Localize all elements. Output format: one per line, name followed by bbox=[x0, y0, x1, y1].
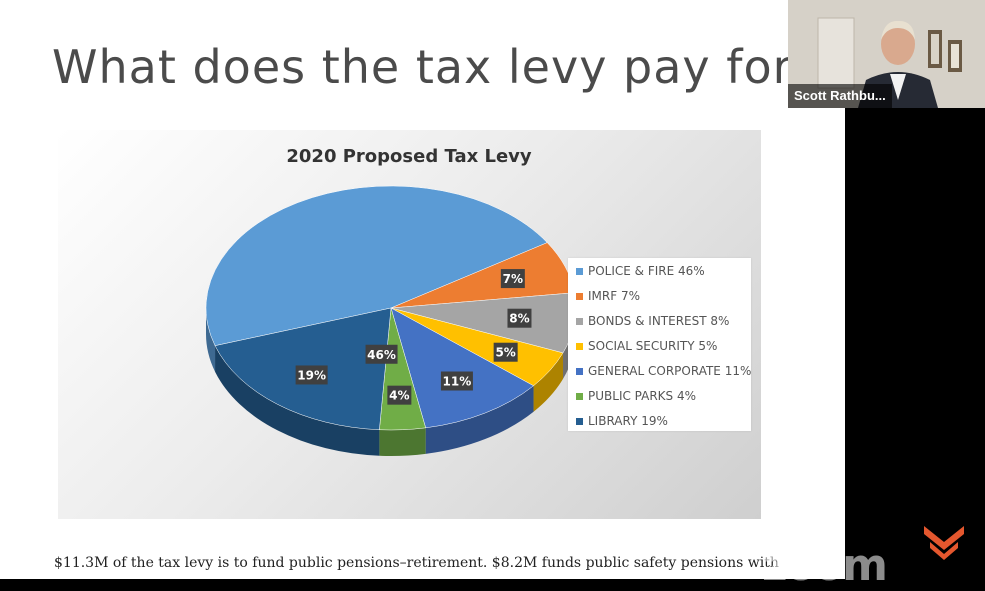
zoom-watermark: zoom bbox=[762, 540, 888, 591]
pie-data-label-public-parks: 4% bbox=[387, 385, 412, 405]
slide-title: What does the tax levy pay for? bbox=[52, 40, 818, 94]
pie-data-label-imrf: 7% bbox=[500, 269, 525, 289]
participant-video[interactable]: Scott Rathbu... bbox=[788, 0, 985, 108]
data-label-text: 11% bbox=[443, 375, 472, 389]
data-label-text: 7% bbox=[503, 272, 523, 286]
legend-swatch bbox=[576, 267, 583, 275]
pie-chart: 2020 Proposed Tax Levy 46% 7% 8% 5% 11% 4% 19%… bbox=[58, 130, 761, 519]
data-label-box bbox=[493, 342, 518, 362]
legend-item-imrf: IMRF 7% bbox=[576, 288, 640, 304]
data-label-box bbox=[365, 344, 398, 364]
participant-name: Scott Rathbu... bbox=[788, 84, 892, 108]
pie-data-label-social-security: 5% bbox=[493, 342, 518, 362]
legend-label: SOCIAL SECURITY 5% bbox=[588, 339, 718, 353]
legend-swatch bbox=[576, 367, 583, 375]
data-label-box bbox=[440, 371, 473, 391]
legend-item-bonds-interest: BONDS & INTEREST 8% bbox=[576, 313, 729, 329]
brand-logo-icon bbox=[924, 526, 964, 560]
legend-item-library: LIBRARY 19% bbox=[576, 413, 668, 429]
legend-label: BONDS & INTEREST 8% bbox=[588, 314, 730, 328]
legend-item-police-fire: POLICE & FIRE 46% bbox=[576, 263, 705, 279]
legend-label: POLICE & FIRE 46% bbox=[588, 264, 705, 278]
participant-video-image bbox=[788, 0, 985, 108]
chart-title: 2020 Proposed Tax Levy bbox=[286, 146, 532, 167]
legend-label: PUBLIC PARKS 4% bbox=[588, 389, 697, 403]
pie-data-label-bonds-interest: 8% bbox=[507, 308, 532, 328]
legend-swatch bbox=[576, 392, 583, 400]
legend-swatch bbox=[576, 317, 583, 325]
pie-side-general-corporate bbox=[425, 385, 534, 454]
pie-side-library bbox=[215, 345, 380, 456]
legend-item-social-security: SOCIAL SECURITY 5% bbox=[576, 338, 717, 354]
pie-chart-svg: 2020 Proposed Tax Levy 46% 7% 8% 5% 11% 4% 19% bbox=[205, 146, 577, 456]
legend-swatch bbox=[576, 417, 583, 425]
pie-slice-police-fire bbox=[205, 185, 548, 346]
data-label-text: 19% bbox=[297, 368, 326, 382]
data-label-text: 5% bbox=[495, 346, 515, 360]
legend-item-public-parks: PUBLIC PARKS 4% bbox=[576, 388, 696, 404]
legend-swatch bbox=[576, 292, 583, 300]
pie-side-police-fire bbox=[206, 308, 216, 372]
pie-slice-general-corporate bbox=[390, 307, 534, 429]
presentation-slide: What does the tax levy pay for? 2020 Pro… bbox=[0, 0, 845, 579]
legend-label: LIBRARY 19% bbox=[588, 414, 668, 428]
pie-data-label-library: 19% bbox=[295, 365, 328, 385]
data-label-box bbox=[295, 365, 328, 385]
data-label-text: 8% bbox=[509, 312, 529, 326]
data-label-box bbox=[387, 385, 412, 405]
data-label-text: 4% bbox=[389, 389, 409, 403]
legend-label: IMRF 7% bbox=[588, 289, 640, 303]
data-label-box bbox=[500, 269, 525, 289]
pie-side-public-parks bbox=[379, 427, 426, 456]
data-label-text: 46% bbox=[367, 348, 396, 362]
pie-data-label-police-fire: 46% bbox=[365, 344, 398, 364]
chart-legend: POLICE & FIRE 46% IMRF 7% BONDS & INTERE… bbox=[568, 258, 751, 431]
legend-item-general-corporate: GENERAL CORPORATE 11% bbox=[576, 363, 751, 379]
legend-label: GENERAL CORPORATE 11% bbox=[588, 364, 752, 378]
pie-data-label-general-corporate: 11% bbox=[440, 371, 473, 391]
slide-caption: $11.3M of the tax levy is to fund public… bbox=[54, 555, 779, 571]
pie-side-social-security bbox=[533, 352, 564, 412]
legend-swatch bbox=[576, 342, 583, 350]
data-label-box bbox=[507, 308, 532, 328]
